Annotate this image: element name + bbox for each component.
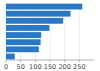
bar (6, 32, 41, 38)
tick-mark (64, 60, 65, 62)
tick-mark (50, 60, 51, 62)
tick-mark (79, 60, 80, 62)
tick-mark (6, 60, 7, 62)
grid-line (79, 3, 80, 60)
bar (6, 4, 82, 10)
bar (6, 11, 71, 17)
axis-line (6, 60, 94, 61)
bar (6, 25, 49, 31)
bar (6, 54, 15, 60)
tick-label: 250 (73, 63, 85, 71)
tick-label: 100 (29, 63, 41, 71)
tick-label: 0 (4, 63, 8, 71)
x-axis: 0 50 100150200250 (4, 3, 86, 71)
chart-container: 0 50 100150200250 (0, 0, 100, 71)
chart: 0 50 100150200250 (0, 0, 100, 71)
tick-label: 50 (17, 63, 25, 71)
bars (6, 4, 82, 60)
bar (6, 46, 39, 52)
tick-label: 150 (44, 63, 56, 71)
bar (6, 18, 63, 24)
tick-mark (20, 60, 21, 62)
tick-mark (35, 60, 36, 62)
tick-label: 200 (58, 63, 70, 71)
bar (6, 39, 41, 45)
